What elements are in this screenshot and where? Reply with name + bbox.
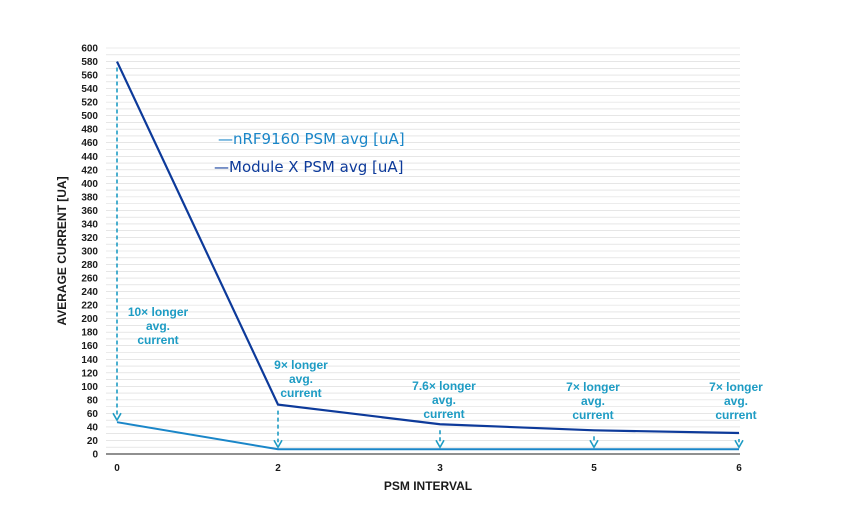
y-tick-label: 320: [81, 233, 98, 244]
y-tick-label: 440: [81, 152, 98, 163]
x-tick-label: 2: [275, 463, 281, 474]
y-tick-label: 140: [81, 355, 98, 366]
y-tick-label: 20: [87, 436, 99, 447]
y-tick-label: 460: [81, 138, 98, 149]
arrow-head-icon: [734, 439, 744, 449]
legend: —nRF9160 PSM avg [uA] —Module X PSM avg …: [214, 130, 405, 176]
y-tick-label: 280: [81, 260, 98, 271]
annotation-label: 9× longer: [274, 358, 328, 372]
x-axis: 0 2 3 5 6: [106, 453, 742, 474]
y-axis: 0 20 40 60 80 100 120 140 160 180 200 220 240 260 280 3…: [81, 44, 98, 461]
annotation-label: 7× longer: [709, 380, 763, 394]
y-tick-label: 480: [81, 125, 98, 136]
y-tick-label: 500: [81, 111, 98, 122]
arrow-head-icon: [435, 439, 445, 449]
series-line: [116, 421, 739, 451]
y-tick-label: 560: [81, 71, 98, 82]
y-tick-label: 600: [81, 44, 98, 55]
y-tick-label: 60: [87, 409, 99, 420]
annotation-label: avg.: [724, 394, 748, 408]
y-tick-label: 340: [81, 219, 98, 230]
legend-entry-nrf9160: —nRF9160 PSM avg [uA]: [218, 130, 405, 148]
annotation-label: current: [423, 407, 464, 421]
arrow-head-icon: [273, 439, 283, 449]
annotation-label: 7.6× longer: [412, 379, 476, 393]
y-tick-label: 580: [81, 57, 98, 68]
x-tick-label: 0: [114, 463, 120, 474]
y-tick-label: 420: [81, 165, 98, 176]
annotation-label: avg.: [146, 319, 170, 333]
y-tick-label: 0: [92, 450, 98, 461]
y-tick-label: 520: [81, 98, 98, 109]
y-tick-label: 40: [87, 422, 99, 433]
x-tick-label: 6: [736, 463, 742, 474]
y-tick-label: 400: [81, 179, 98, 190]
y-tick-label: 240: [81, 287, 98, 298]
y-axis-title: AVERAGE CURRENT [UA]: [55, 176, 69, 325]
x-tick-label: 5: [591, 463, 597, 474]
y-tick-label: 540: [81, 84, 98, 95]
annotation-label: 7× longer: [566, 380, 620, 394]
series-lines: [116, 61, 740, 451]
x-axis-title: PSM INTERVAL: [384, 479, 472, 493]
y-tick-label: 300: [81, 247, 98, 258]
y-tick-label: 360: [81, 206, 98, 217]
grid: [106, 47, 740, 455]
annotation-label: current: [137, 333, 178, 347]
y-tick-label: 100: [81, 382, 98, 393]
arrow-head-icon: [112, 412, 122, 422]
annotation-label: current: [572, 408, 613, 422]
y-tick-label: 260: [81, 274, 98, 285]
annotation-label: current: [715, 408, 756, 422]
annotation-label: 10× longer: [128, 305, 189, 319]
y-tick-label: 180: [81, 328, 98, 339]
y-tick-label: 120: [81, 368, 98, 379]
y-tick-label: 220: [81, 301, 98, 312]
arrow-head-icon: [589, 439, 599, 449]
annotation-label: current: [280, 386, 321, 400]
y-tick-label: 380: [81, 192, 98, 203]
y-tick-label: 80: [87, 395, 99, 406]
annotation-label: avg.: [289, 372, 313, 386]
x-tick-label: 3: [437, 463, 443, 474]
annotation-label: avg.: [581, 394, 605, 408]
legend-entry-module-x: —Module X PSM avg [uA]: [214, 158, 403, 176]
y-tick-label: 200: [81, 314, 98, 325]
series-line: [116, 61, 740, 435]
y-tick-label: 160: [81, 341, 98, 352]
annotation-label: avg.: [432, 393, 456, 407]
